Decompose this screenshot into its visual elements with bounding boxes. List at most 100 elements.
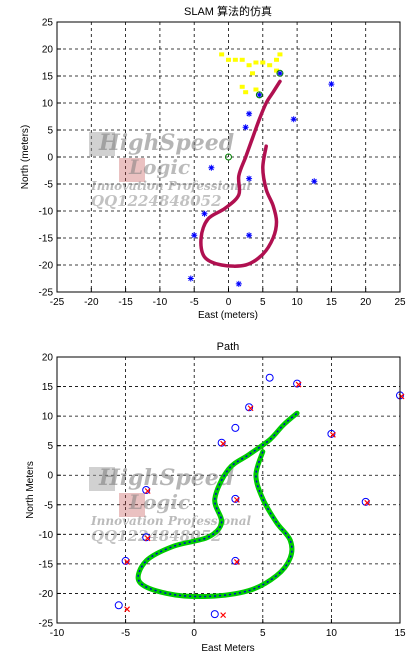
sensor-reading-point xyxy=(260,60,266,65)
sensor-reading-point xyxy=(250,71,256,76)
sensor-reading-point xyxy=(253,87,259,92)
y-tick-label: -5 xyxy=(44,500,53,511)
estimated-path xyxy=(137,412,298,598)
x-tick-label: -25 xyxy=(50,297,65,308)
x-tick-label: 10 xyxy=(326,628,338,639)
watermark-box xyxy=(89,132,115,156)
sensor-reading-point xyxy=(253,60,259,65)
x-tick-label: 15 xyxy=(394,628,406,639)
true-landmark-circle xyxy=(121,556,130,565)
x-tick-label: -20 xyxy=(84,297,99,308)
x-tick-label: 15 xyxy=(326,297,338,308)
estimated-landmark-cross xyxy=(329,431,336,438)
y-tick-label: -15 xyxy=(39,559,54,570)
landmark-point xyxy=(191,232,198,239)
sensor-reading-point xyxy=(226,57,231,62)
chart1-ylabel: North (meters) xyxy=(20,125,31,189)
sensor-reading-point xyxy=(219,52,225,57)
y-tick-label: 15 xyxy=(42,382,54,393)
sensor-reading-point xyxy=(274,57,280,62)
estimated-landmark-cross xyxy=(233,496,240,503)
x-tick-label: -15 xyxy=(118,297,133,308)
watermark-box xyxy=(89,467,115,491)
chart2-y-ticks: -25 -20 -15 -10 -5 0 5 10 15 20 xyxy=(39,353,61,630)
true-landmark-circle xyxy=(245,403,254,412)
estimated-landmark-cross xyxy=(144,535,151,542)
true-landmark-circle xyxy=(210,610,219,619)
estimated-landmark-cross xyxy=(220,440,227,447)
estimated-landmark-cross xyxy=(247,405,254,412)
landmark-point xyxy=(276,70,283,77)
sensor-reading-point xyxy=(232,57,238,62)
chart2-ylabel: North Meters xyxy=(25,461,36,519)
sensor-reading-point xyxy=(267,63,273,68)
y-tick-label: 5 xyxy=(47,126,53,137)
x-tick-label: 25 xyxy=(394,297,406,308)
sensor-reading-point xyxy=(277,52,283,57)
y-tick-label: 10 xyxy=(42,412,54,423)
y-tick-label: -20 xyxy=(39,589,54,600)
x-tick-label: -10 xyxy=(153,297,168,308)
true-landmark-circle xyxy=(327,429,336,438)
y-tick-label: 0 xyxy=(47,153,53,164)
chart2-title: Path xyxy=(217,341,240,353)
watermark-box xyxy=(119,493,145,517)
watermark-brand: HighSpeed xyxy=(98,465,234,491)
y-tick-label: -5 xyxy=(44,180,53,191)
true-landmark-circle xyxy=(114,601,123,610)
chart1-x-ticks: -25 -20 -15 -10 -5 0 5 10 15 20 25 xyxy=(50,288,406,308)
x-tick-label: 0 xyxy=(226,297,232,308)
watermark-box xyxy=(119,158,145,182)
x-tick-label: -5 xyxy=(121,628,130,639)
landmark-point xyxy=(311,178,318,185)
landmark-point xyxy=(201,210,208,217)
true-landmark-circle xyxy=(231,556,240,565)
robot-trajectory xyxy=(199,79,282,268)
estimated-landmark-cross xyxy=(220,612,227,619)
true-landmark-circle xyxy=(142,486,151,494)
chart1-y-ticks: -25 -20 -15 -10 -5 0 5 10 15 20 25 xyxy=(39,18,61,299)
true-landmark-circle xyxy=(231,494,240,503)
chart2-marks xyxy=(114,373,405,619)
landmark-point xyxy=(246,110,253,117)
sensor-reading-point xyxy=(274,68,280,73)
landmark-point xyxy=(328,81,335,88)
chart2-grid xyxy=(57,357,400,623)
landmark-point xyxy=(242,124,249,131)
y-tick-label: 20 xyxy=(42,353,54,364)
true-landmark-circle xyxy=(361,497,370,506)
watermark-qq: QQ1224848052 xyxy=(91,192,222,210)
true-landmark-circle xyxy=(293,379,302,388)
true-landmark-circle xyxy=(217,438,226,447)
chart1-title: SLAM 算法的仿真 xyxy=(184,4,272,18)
y-tick-label: 0 xyxy=(47,471,53,482)
landmark-point xyxy=(208,164,215,171)
watermark-tagline: Innovation Professional xyxy=(90,514,252,528)
y-tick-label: 5 xyxy=(47,441,53,452)
chart2-x-ticks: -10 -5 0 5 10 15 xyxy=(50,619,406,639)
x-tick-label: 10 xyxy=(292,297,304,308)
landmark-point xyxy=(256,91,263,98)
y-tick-label: -20 xyxy=(39,261,54,272)
x-tick-label: 0 xyxy=(191,628,197,639)
watermark-brand2: Logic xyxy=(128,155,190,179)
y-tick-label: -10 xyxy=(39,530,54,541)
chart1-grid xyxy=(57,22,400,292)
x-tick-label: 5 xyxy=(260,628,266,639)
y-tick-label: 25 xyxy=(42,18,54,29)
landmark-point xyxy=(290,116,297,123)
watermark-brand2: Logic xyxy=(128,490,190,514)
estimated-landmark-cross xyxy=(124,606,131,613)
chart1-marks xyxy=(187,52,335,287)
robot-marker xyxy=(225,153,232,161)
chart2-plot-frame xyxy=(56,356,401,624)
watermark-tagline: Innovation Professional xyxy=(90,179,252,193)
chart2-xlabel: East Meters xyxy=(201,643,254,654)
sensor-reading-point xyxy=(239,84,245,89)
landmark-point xyxy=(246,175,253,182)
estimated-landmark-cross xyxy=(144,488,151,494)
sensor-reading-point xyxy=(246,63,252,68)
